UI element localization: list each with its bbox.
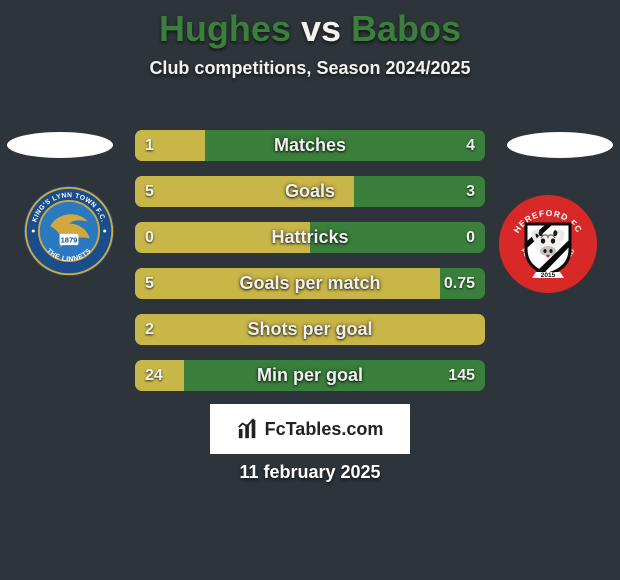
svg-text:1879: 1879 [61,235,78,244]
bar-left [135,176,354,207]
brand-chart-icon [237,418,259,440]
club-crest-right: HEREFORD FC FOREVER UNITED 2015 [498,194,598,294]
brand-text: FcTables.com [265,419,384,440]
bar-left [135,222,310,253]
footer-date: 11 february 2025 [0,462,620,483]
bar-left [135,314,485,345]
bar-right [184,360,485,391]
club-crest-left: KING'S LYNN TOWN F.C. THE LINNETS 1879 [22,184,116,278]
player-name-pill-right [507,132,613,158]
stat-row-shots-per-goal: 2Shots per goal [135,314,485,345]
brand-box: FcTables.com [210,404,410,454]
bar-right [205,130,485,161]
page-title: Hughes vs Babos [0,8,620,50]
title-player-left: Hughes [159,8,291,49]
stat-row-hattricks: 00Hattricks [135,222,485,253]
bar-right [354,176,485,207]
stat-row-matches: 14Matches [135,130,485,161]
bar-left [135,360,184,391]
bar-right [310,222,485,253]
stat-row-goals: 53Goals [135,176,485,207]
title-vs: vs [301,8,341,49]
title-player-right: Babos [351,8,461,49]
bar-right [440,268,486,299]
subtitle: Club competitions, Season 2024/2025 [0,58,620,79]
bar-left [135,268,440,299]
stat-row-goals-per-match: 50.75Goals per match [135,268,485,299]
stat-bars: 14Matches 53Goals 00Hattricks 50.75Goals pe… [135,130,485,391]
stat-row-min-per-goal: 24145Min per goal [135,360,485,391]
player-name-pill-left [7,132,113,158]
svg-text:2015: 2015 [541,272,556,279]
bar-left [135,130,205,161]
